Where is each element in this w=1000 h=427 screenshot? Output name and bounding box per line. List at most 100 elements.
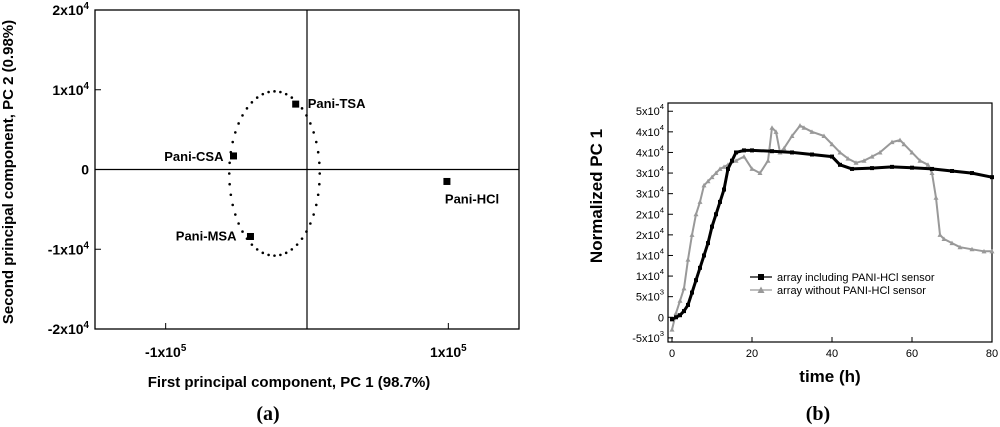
- ellipse-dot: [229, 193, 233, 197]
- x-tick-label: 60: [906, 348, 918, 360]
- data-point: [709, 174, 715, 180]
- legend-swatch-marker: [757, 286, 765, 293]
- point-label: Pani-MSA: [176, 228, 237, 243]
- data-point: [722, 187, 726, 192]
- data-point: [861, 158, 867, 163]
- ellipse-dot: [316, 193, 320, 197]
- data-point: [733, 158, 739, 163]
- ellipse-dot: [250, 243, 254, 246]
- data-point: [990, 175, 994, 180]
- ellipse-dot: [241, 114, 244, 117]
- data-point: [705, 178, 711, 184]
- data-point: [698, 265, 702, 270]
- data-point: [669, 327, 675, 332]
- ellipse-dot: [228, 182, 231, 186]
- y-tick-label: 3x104: [636, 164, 665, 180]
- data-point: [714, 212, 718, 217]
- data-point: [809, 129, 815, 134]
- ellipse-dot: [255, 96, 259, 99]
- data-point: [837, 149, 843, 155]
- ellipse-dot: [318, 161, 321, 165]
- ellipse-dot: [316, 150, 320, 154]
- x-tick-label: 0: [669, 348, 675, 360]
- legend-label: array without PANI-HCl sensor: [777, 285, 926, 297]
- data-point: [845, 156, 851, 161]
- y-axis-title: Second principal component, PC 2 (0.98%): [0, 20, 17, 324]
- data-point: [949, 240, 955, 246]
- legend-label: array including PANI-HCl sensor: [777, 272, 935, 284]
- panel-a-chart: 2x104 1x104 0 -1x104 -2x104 -1x105 1x105 Pani-T…: [0, 1, 520, 425]
- data-point: [830, 154, 834, 159]
- y-axis-title: Normalized PC 1: [587, 129, 606, 263]
- series-line: [671, 148, 993, 321]
- ellipse-dot: [305, 114, 308, 117]
- ellipse-dot: [267, 253, 270, 257]
- data-point: [706, 241, 710, 246]
- data-point: [730, 158, 734, 163]
- y-tick-label: 0: [81, 162, 89, 178]
- y-tick-label: 1x104: [52, 81, 89, 98]
- data-point: [829, 141, 835, 147]
- ellipse-dot: [273, 254, 276, 257]
- data-point: [989, 248, 995, 254]
- x-axis-title: time (h): [799, 367, 860, 386]
- ellipse-dot: [237, 222, 240, 225]
- data-point: [765, 158, 771, 163]
- ellipse-dot: [231, 140, 235, 144]
- data-point: [750, 148, 754, 153]
- series-without-pani-hcl: [669, 123, 995, 332]
- point-label: Pani-HCl: [445, 191, 499, 206]
- data-point: [850, 166, 854, 171]
- data-point: [682, 309, 686, 314]
- x-tick-label: 1x105: [430, 343, 467, 360]
- data-point: [790, 150, 794, 155]
- data-point: [734, 150, 738, 155]
- data-point: [870, 166, 874, 171]
- data-point: [717, 166, 723, 171]
- ellipse-dot: [261, 92, 265, 96]
- data-point: [770, 149, 774, 154]
- ellipse-dot: [284, 92, 288, 96]
- data-point: [877, 149, 883, 155]
- y-tick-label: 1x104: [636, 246, 665, 262]
- point-marker: [292, 100, 300, 108]
- data-point: [853, 160, 859, 165]
- ellipse-dot: [309, 222, 312, 225]
- ellipse-dot: [241, 230, 244, 233]
- ellipse-dot: [255, 248, 259, 251]
- y-tick-label: 0: [658, 312, 664, 324]
- data-point: [693, 211, 699, 217]
- x-tick-label: 80: [986, 348, 998, 360]
- data-point: [741, 154, 747, 159]
- data-point: [678, 313, 682, 318]
- ellipse-dot: [314, 140, 318, 144]
- ellipse-dot: [300, 237, 304, 240]
- data-point: [801, 125, 807, 130]
- data-point: [757, 170, 763, 176]
- data-point: [889, 139, 895, 145]
- ellipse-dot: [234, 213, 237, 216]
- ellipse-dot: [245, 107, 249, 110]
- y-tick-label: -1x104: [48, 240, 90, 257]
- data-point: [910, 165, 914, 170]
- ellipse-dot: [314, 203, 318, 207]
- ellipse-dot: [234, 131, 237, 134]
- data-point: [869, 154, 875, 159]
- ellipse-dot: [290, 96, 294, 99]
- data-point: [929, 170, 935, 176]
- point-label: Pani-CSA: [164, 149, 224, 164]
- ellipse-dot: [227, 172, 231, 175]
- y-tick-label: 1x104: [636, 267, 665, 283]
- x-tick-label: -1x105: [145, 343, 187, 360]
- data-point: [726, 166, 730, 171]
- ellipse-dot: [267, 90, 270, 94]
- data-point: [674, 315, 678, 320]
- data-point: [769, 125, 775, 130]
- x-axis-title: First principal component, PC 1 (98.7%): [148, 374, 431, 391]
- x-tick-label: 40: [826, 348, 838, 360]
- panel-label-b: (b): [806, 403, 830, 425]
- x-tick-label: 20: [746, 348, 758, 360]
- data-point: [710, 224, 714, 229]
- data-point: [969, 246, 975, 252]
